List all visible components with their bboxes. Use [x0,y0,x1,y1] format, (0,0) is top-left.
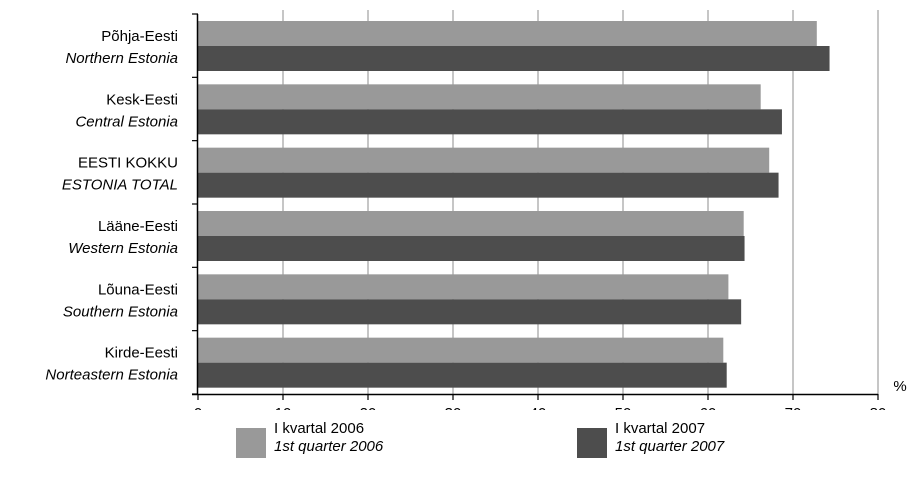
x-tick-label: 80 [870,405,887,410]
category-label-en: Northern Estonia [65,50,178,67]
category-label-en: Western Estonia [68,240,178,257]
category-label: Lõuna-Eesti [98,281,178,298]
category-label-en: Southern Estonia [63,303,178,320]
bar-2007 [198,46,830,71]
bar-2007 [198,299,742,325]
category-label: Kesk-Eesti [106,91,178,108]
x-tick-label: 60 [700,405,717,410]
bar-2006 [198,147,770,173]
x-tick-label: 0 [194,405,202,410]
legend-item-2006: I kvartal 2006 1st quarter 2006 [236,420,383,458]
category-label: EESTI KOKKU [78,155,178,172]
legend-swatch-2006 [236,428,266,458]
bar-2007 [198,236,745,261]
x-tick-label: 20 [360,405,377,410]
category-label: Lääne-Eesti [98,218,178,235]
x-tick-label: 70 [785,405,802,410]
category-label-en: ESTONIA TOTAL [62,177,178,194]
category-label: Põhja-Eesti [101,28,178,45]
category-label: Kirde-Eesti [105,345,178,362]
bar-2006 [198,274,729,300]
bar-2006 [198,211,744,236]
bar-2007 [198,172,779,198]
bar-2006 [198,84,761,110]
legend-label-2006: I kvartal 2006 [274,420,365,437]
x-tick-label: 10 [275,405,292,410]
category-label-en: Norteastern Estonia [45,367,178,384]
bar-2006 [198,21,817,46]
legend-item-2007: I kvartal 2007 1st quarter 2007 [577,420,724,458]
legend-label-2007: I kvartal 2007 [615,420,706,437]
x-tick-label: 30 [445,405,462,410]
legend-label-2006-en: 1st quarter 2006 [274,438,384,455]
category-label-en: Central Estonia [75,113,178,130]
legend-label-2007-en: 1st quarter 2007 [615,438,725,455]
x-tick-label: 40 [530,405,547,410]
x-tick-label: 50 [615,405,632,410]
x-axis-unit: % [893,378,906,395]
legend-swatch-2007 [577,428,607,458]
bar-2007 [198,109,782,135]
bar-chart: 0 10 20 30 40 50 60 70 80% Põhja-Eesti Northern Es… [45,10,907,410]
bar-2007 [198,362,727,388]
bar-2006 [198,337,724,363]
